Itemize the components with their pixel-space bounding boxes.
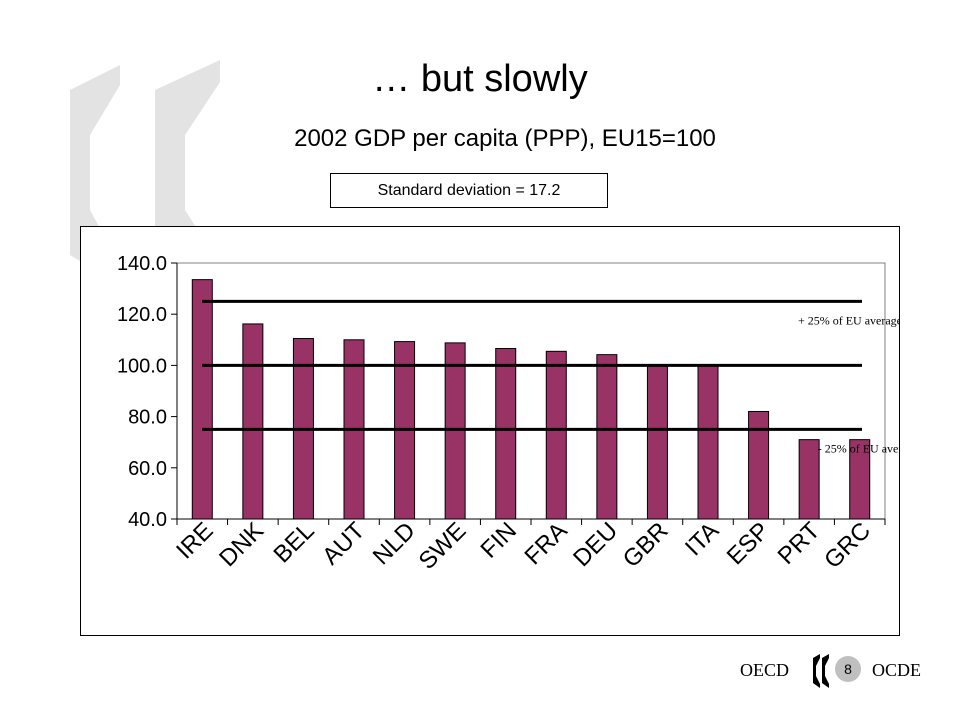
x-tick-label: ESP: [722, 517, 775, 570]
x-tick-label: FIN: [476, 517, 522, 563]
standard-deviation-box: Standard deviation = 17.2: [330, 173, 608, 208]
reference-line-label: + 25% of EU average: [798, 313, 899, 327]
bar-prt: [798, 439, 820, 520]
bar-grc: [849, 439, 871, 520]
x-tick-label: BEL: [268, 517, 319, 568]
x-tick-label: FRA: [519, 517, 572, 570]
reference-line-label: - 25% of EU average: [818, 441, 899, 455]
y-tick-label: 100.0: [117, 355, 167, 377]
x-tick-label: PRT: [773, 517, 826, 570]
logo-oecd-text: OECD: [740, 660, 789, 680]
x-tick-label: DEU: [568, 517, 623, 572]
x-tick-label: SWE: [414, 517, 472, 575]
y-tick-label: 40.0: [128, 509, 167, 531]
bar-dnk: [242, 323, 264, 520]
bar-deu: [596, 354, 618, 520]
bar-ire: [191, 279, 213, 520]
bar-fra: [545, 350, 567, 520]
bar-gbr: [646, 365, 668, 520]
slide-title: … but slowly: [372, 58, 588, 100]
chart-frame: 40.0 60.0 80.0 100.0 120.0 140.0 + 25% of EU a…: [80, 226, 900, 636]
y-tick-label: 120.0: [117, 304, 167, 326]
x-tick-label: GBR: [618, 517, 674, 573]
x-tick-label: AUT: [317, 517, 370, 570]
x-tick-label: DNK: [214, 517, 269, 572]
bar-fin: [495, 348, 517, 520]
page-number: 8: [844, 661, 852, 677]
chart-subtitle: 2002 GDP per capita (PPP), EU15=100: [294, 125, 716, 152]
bar-chart: 40.0 60.0 80.0 100.0 120.0 140.0 + 25% of EU a…: [117, 253, 899, 575]
logo-quote-left-icon: [813, 654, 820, 688]
x-tick-label: NLD: [368, 517, 421, 570]
y-tick-label: 80.0: [128, 407, 167, 429]
y-tick-label: 60.0: [128, 458, 167, 480]
page-number-badge: [835, 656, 861, 682]
bar-esp: [748, 410, 770, 520]
bar-ita: [697, 365, 719, 520]
x-tick-label: IRE: [171, 517, 218, 564]
oecd-footer-logo: OECD 8 OCDE: [740, 654, 921, 688]
x-tick-label: GRC: [819, 517, 876, 574]
logo-quote-right-icon: [822, 654, 829, 688]
logo-ocde-text: OCDE: [872, 660, 921, 680]
bar-swe: [444, 342, 466, 520]
y-tick-label: 140.0: [117, 253, 167, 275]
x-tick-label: ITA: [680, 517, 724, 561]
